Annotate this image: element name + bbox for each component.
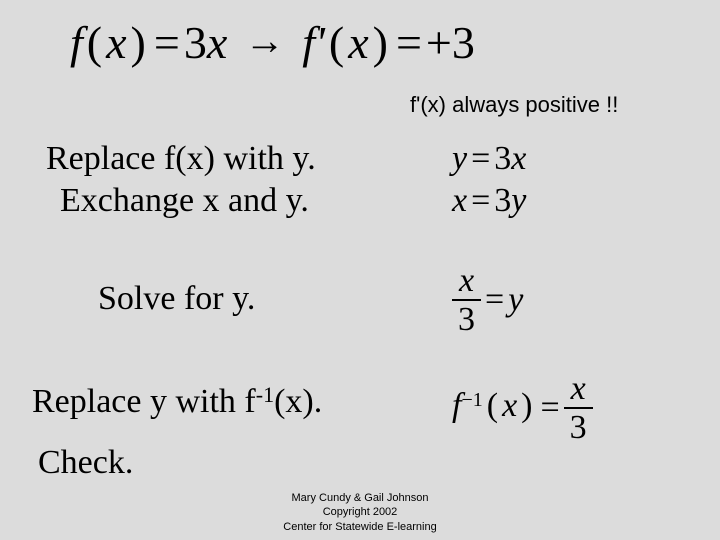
eq3-frac: x 3 xyxy=(452,262,481,339)
equals-2: = xyxy=(392,17,426,68)
eq4-eq: = xyxy=(536,389,563,426)
eq2-eq: = xyxy=(467,182,494,219)
step-5: Check. xyxy=(38,444,133,482)
paren-close-2: ) xyxy=(369,17,392,68)
eq4-sup: −1 xyxy=(461,389,482,411)
top-eq-rhs-arg: x xyxy=(348,17,368,68)
step-4-sup: -1 xyxy=(256,382,274,407)
eq3-eq: = xyxy=(481,281,508,318)
eq1-lhs: y xyxy=(452,140,467,177)
equation-1: y=3x xyxy=(452,140,526,178)
footer: Mary Cundy & Gail Johnson Copyright 2002… xyxy=(0,491,720,534)
top-eq-rhs-val: +3 xyxy=(426,17,475,68)
eq4-frac-num: x xyxy=(564,370,593,409)
equation-2: x=3y xyxy=(452,182,526,220)
step-4-post: (x). xyxy=(274,383,322,420)
paren-open-2: ( xyxy=(325,17,348,68)
equation-4: f−1(x)= x 3 xyxy=(452,370,593,447)
step-3: Solve for y. xyxy=(98,280,255,318)
top-eq-lhs-num: 3 xyxy=(184,17,207,68)
eq2-var: y xyxy=(511,182,526,219)
step-4: Replace y with f-1(x). xyxy=(32,382,322,421)
eq2-lhs: x xyxy=(452,182,467,219)
derivative-note: f'(x) always positive !! xyxy=(410,92,618,118)
top-eq-lhs-fn: f xyxy=(70,17,83,68)
eq4-fn: f−1 xyxy=(452,387,483,424)
eq4-arg: x xyxy=(502,387,517,424)
slide: f(x)=3x → f'(x)=+3 f'(x) always positive… xyxy=(0,0,720,540)
equals: = xyxy=(150,17,184,68)
eq1-num: 3 xyxy=(494,140,511,177)
eq1-eq: = xyxy=(467,140,494,177)
paren-close: ) xyxy=(127,17,150,68)
eq3-frac-num: x xyxy=(452,262,481,301)
top-eq-lhs-arg: x xyxy=(106,17,126,68)
arrow-icon: → xyxy=(239,18,291,63)
paren-open: ( xyxy=(83,17,106,68)
eq3-rhs: y xyxy=(508,281,523,318)
eq4-frac-den: 3 xyxy=(564,409,593,446)
eq4-paren-close: ) xyxy=(517,387,536,424)
equation-3: x 3 =y xyxy=(452,262,523,339)
top-equation: f(x)=3x → f'(x)=+3 xyxy=(70,16,475,69)
eq4-paren-open: ( xyxy=(483,387,502,424)
footer-line-1: Mary Cundy & Gail Johnson xyxy=(0,491,720,505)
footer-line-2: Copyright 2002 xyxy=(0,505,720,519)
step-2: Exchange x and y. xyxy=(60,182,309,220)
footer-line-3: Center for Statewide E-learning xyxy=(0,520,720,534)
eq2-num: 3 xyxy=(494,182,511,219)
eq3-frac-den: 3 xyxy=(452,301,481,338)
eq1-var: x xyxy=(511,140,526,177)
top-eq-lhs-var: x xyxy=(207,17,227,68)
top-eq-rhs-fn: f' xyxy=(302,17,325,68)
step-4-pre: Replace y with f xyxy=(32,383,256,420)
eq4-frac: x 3 xyxy=(564,370,593,447)
step-1: Replace f(x) with y. xyxy=(46,140,316,178)
